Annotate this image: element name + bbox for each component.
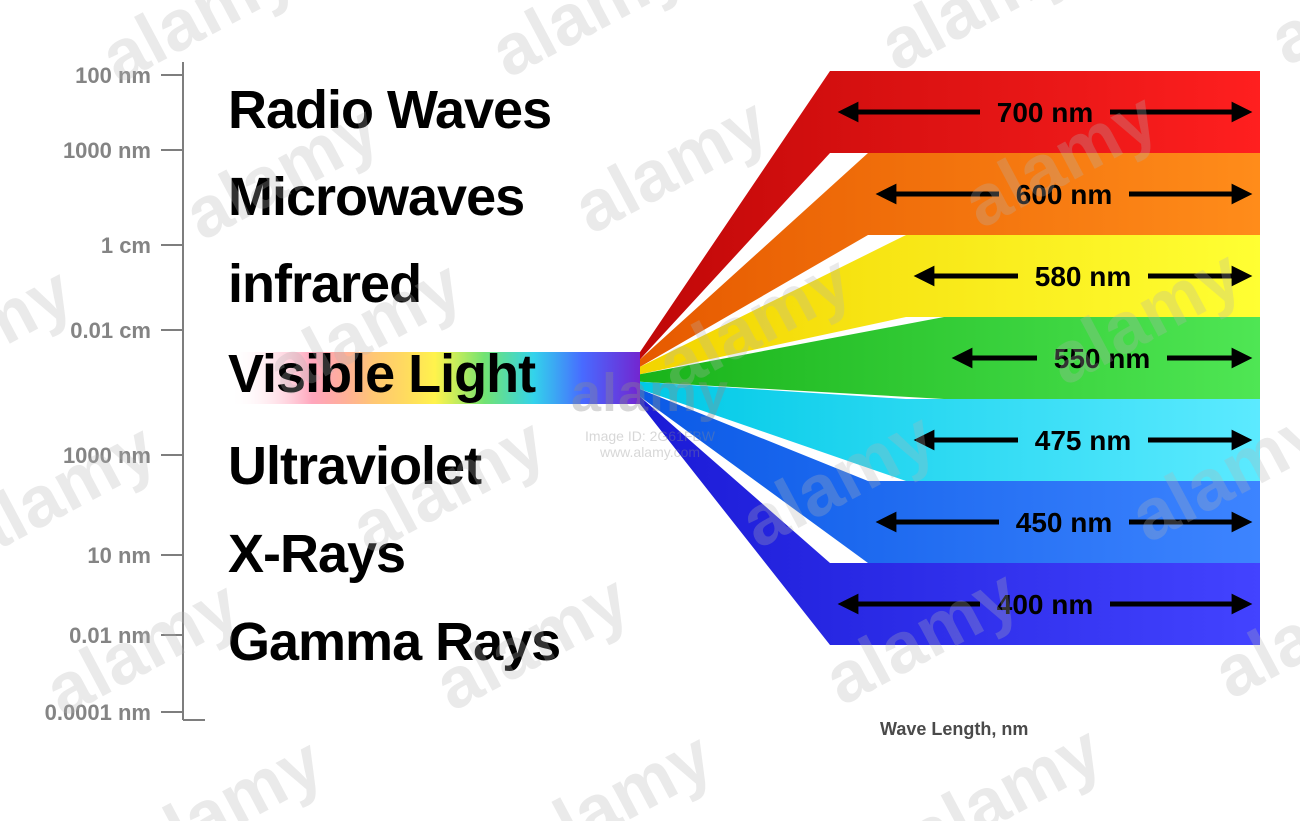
watermark-center-logo: alamy — [571, 362, 729, 424]
watermark-center: alamy Image ID: 2G61FBWwww.alamy.com — [571, 362, 729, 460]
watermark-text: alamy — [338, 401, 559, 570]
watermark-text: alamy — [0, 250, 86, 419]
watermark-text: alamy — [0, 93, 3, 262]
watermark-text: alamy — [1201, 546, 1300, 715]
watermark-text: alamy — [1284, 703, 1300, 821]
watermark-text: alamy — [171, 87, 392, 256]
watermark-text: alamy — [255, 244, 476, 413]
watermark-text: alamy — [116, 720, 337, 821]
watermark-center-line: Image ID: 2G61FBW — [571, 428, 729, 444]
watermark-text: alamy — [867, 0, 1088, 88]
watermark-text: alamy — [1034, 232, 1255, 401]
watermark-text: alamy — [811, 552, 1032, 721]
watermark-text: alamy — [88, 0, 309, 99]
watermark-text: alamy — [422, 558, 643, 727]
watermark-text: alamy — [895, 709, 1116, 821]
watermark-text: alamy — [1117, 389, 1300, 558]
watermark-text: alamy — [505, 715, 726, 821]
watermark-text: alamy — [477, 0, 698, 93]
watermark-text: alamy — [32, 563, 253, 732]
watermark-text: alamy — [728, 395, 949, 564]
watermark-text: alamy — [0, 406, 170, 575]
watermark-text: alamy — [950, 75, 1171, 244]
watermark-center-line: www.alamy.com — [571, 444, 729, 460]
watermark-text: alamy — [561, 81, 782, 250]
watermark-text: alamy — [1256, 0, 1300, 82]
